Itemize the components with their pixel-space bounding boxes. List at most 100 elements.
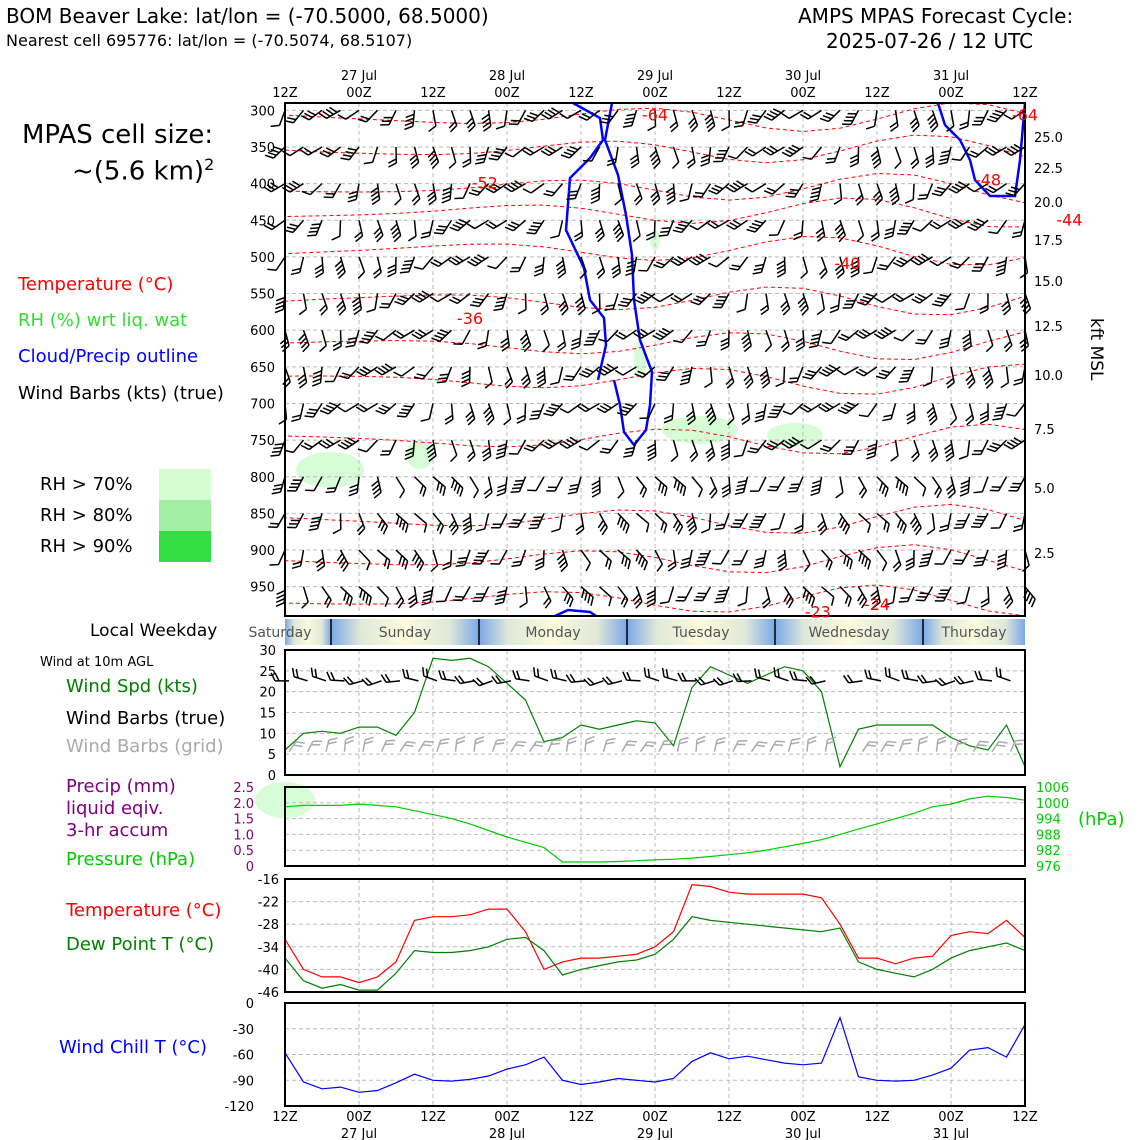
wind-barb <box>733 110 749 128</box>
wind-barb-stroke <box>888 183 900 206</box>
legend-rh80: RH > 80% <box>40 505 133 526</box>
wind-barb-stroke <box>549 366 564 386</box>
wind-barb-stroke <box>426 439 437 462</box>
wind-barb <box>375 402 397 415</box>
wind-barb <box>910 253 933 266</box>
wind-chill-tick-label: -30 <box>233 1023 254 1038</box>
wind-barb <box>1013 366 1026 386</box>
wind-barb <box>591 476 601 498</box>
wind-barb <box>667 549 677 572</box>
wind-barb-stroke <box>646 586 656 608</box>
temperature-contour-label: -40 <box>834 254 860 273</box>
wind-barb-true-stroke <box>361 677 382 687</box>
top-time-tick-label: 12Z <box>272 86 298 101</box>
wind-barb <box>543 402 564 417</box>
wind-barb <box>760 293 770 316</box>
wind-barb <box>870 220 880 242</box>
wind-barb <box>691 476 703 498</box>
wind-barb <box>647 110 657 132</box>
wind-barb <box>324 366 342 383</box>
temperature-contour <box>284 134 1026 164</box>
wind-barb <box>616 402 638 416</box>
wind-barb-stroke <box>749 476 767 492</box>
rh-shading-region <box>406 441 434 469</box>
wind-barb <box>485 182 508 194</box>
wind-barb <box>269 549 286 566</box>
wind-barb <box>311 366 323 387</box>
wind-barb <box>892 256 915 268</box>
pressure-tick-label: 600 <box>250 324 275 339</box>
wind-barb-stroke <box>890 439 899 462</box>
wind-barb-true-stroke <box>622 671 641 682</box>
wind-barb-stroke <box>836 366 859 376</box>
wind-barb <box>686 513 698 536</box>
wind-barb-stroke <box>370 183 381 206</box>
wind-barb-stroke <box>636 512 650 533</box>
wind-barb <box>550 220 564 239</box>
wind-barb-stroke <box>519 329 532 353</box>
wind-barb-true <box>472 677 493 687</box>
temperature-tick-label: -16 <box>258 873 279 888</box>
wind-barb-stroke <box>645 220 656 241</box>
wind-barb-stroke <box>746 219 767 233</box>
wind-barb-true <box>622 671 641 682</box>
wind-barb-true-stroke <box>533 667 549 682</box>
wind-barb-true-stroke <box>789 670 808 682</box>
wind-barb <box>559 436 582 449</box>
wind-barb-stroke <box>688 253 711 266</box>
weekday-label: Monday <box>525 625 580 641</box>
wind-barb-stroke <box>1019 256 1029 279</box>
wind-barb-stroke <box>428 110 437 133</box>
wind-barb <box>426 183 437 206</box>
wind-barb-stroke <box>470 293 490 308</box>
wind-barb <box>985 182 1007 194</box>
wind-barb-stroke <box>487 256 508 270</box>
wind-barb-stroke <box>543 586 552 609</box>
wind-barb <box>894 512 907 534</box>
top-time-tick-label: 12Z <box>864 86 890 101</box>
wind-barb <box>995 256 1008 277</box>
wind-barb-stroke <box>929 219 952 230</box>
wind-barb-stroke <box>654 512 668 534</box>
wind-barb <box>808 330 823 349</box>
wind-barb <box>450 476 464 497</box>
legend-temperature: Temperature (°C) <box>18 274 174 295</box>
wind-barb-true <box>491 675 512 685</box>
wind-barb-stroke <box>394 183 402 206</box>
wind-barb-stroke <box>420 220 434 239</box>
wind-barb-true-stroke <box>402 668 419 682</box>
wind-barb <box>996 549 1008 571</box>
wind-barb <box>377 549 391 570</box>
wind-barb-grid-stroke <box>528 740 546 753</box>
wind-barb <box>319 401 341 415</box>
wind-barb <box>332 330 342 352</box>
wind-barb-stroke <box>986 109 1008 123</box>
wind-barb-stroke <box>354 220 364 243</box>
wind-barb-stroke <box>596 402 619 414</box>
wind-barb <box>749 513 767 529</box>
wind-barb-stroke <box>995 256 1008 277</box>
wind-barb <box>307 219 323 237</box>
wind-barb-stroke <box>427 146 440 170</box>
wind-chill-line <box>284 1015 1026 1093</box>
wind-barb <box>836 366 859 376</box>
wind-barb <box>910 146 920 169</box>
wind-barb <box>596 363 619 376</box>
height-tick-label: 12.5 <box>1034 320 1063 335</box>
wind-barb <box>542 329 550 353</box>
wind-barb-stroke <box>465 403 476 426</box>
wind-barb <box>820 549 833 571</box>
pressure-tick-label: 988 <box>1036 828 1061 843</box>
temperature-contour-label: -52 <box>472 174 498 193</box>
wind-barb-stroke <box>274 293 286 314</box>
wind-barb-stroke <box>1006 403 1026 417</box>
rh-shading-region <box>662 416 738 444</box>
wind-barb <box>958 440 971 460</box>
wind-barb <box>1012 513 1026 533</box>
wind-barb-grid-stroke <box>399 741 416 753</box>
wind-barb-stroke <box>340 146 360 161</box>
wind-barb <box>617 549 631 570</box>
wind-barb <box>883 220 897 240</box>
pressure-tick-label: 350 <box>250 141 275 156</box>
temperature-tick-label: -28 <box>258 918 279 933</box>
